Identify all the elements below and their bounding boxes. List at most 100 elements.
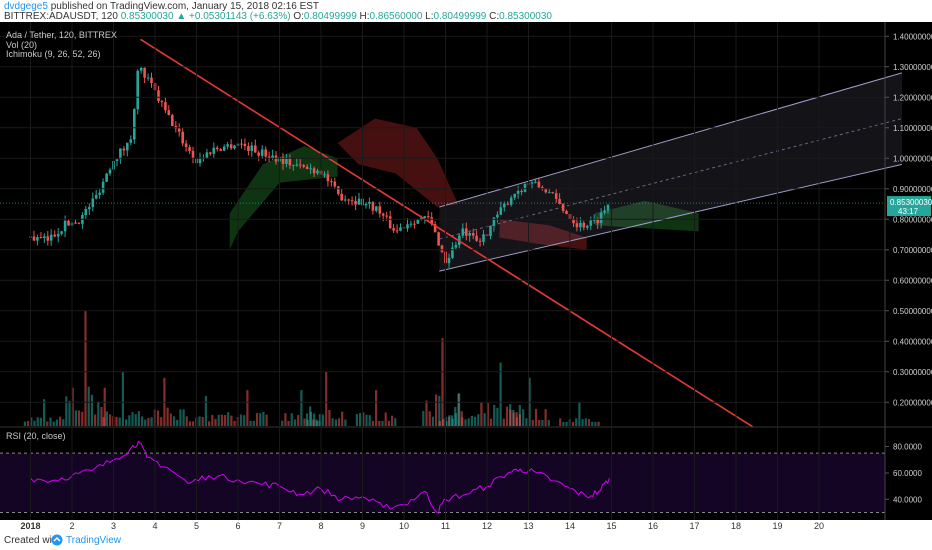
volume-bar	[230, 415, 233, 426]
volume-bar	[39, 417, 42, 426]
volume-bar	[312, 419, 315, 426]
volume-bar	[118, 417, 121, 426]
volume-bar	[188, 421, 191, 426]
volume-bar	[512, 412, 515, 426]
candle-body	[409, 223, 413, 225]
candle-body	[399, 227, 402, 231]
volume-bar	[166, 407, 169, 426]
candle-body	[381, 213, 385, 216]
volume-bar	[334, 419, 337, 426]
candle-body	[49, 234, 53, 241]
y-tick-label: 1.10000000	[893, 124, 932, 133]
y-tick-label: 1.40000000	[893, 32, 932, 41]
candle-body	[43, 236, 46, 238]
candle-body	[212, 147, 216, 154]
candle-body	[582, 222, 586, 228]
x-tick-label: 11	[441, 521, 450, 531]
rsi-indicator-label[interactable]: RSI (20, close)	[6, 431, 66, 441]
chart-canvas[interactable]: 2018 2 3 4 5 6 7 8 9 10 11 12 13 14 15 16 17 18 19 20 1.4000…	[0, 22, 932, 532]
candle-body	[395, 230, 399, 232]
volume-bar	[359, 412, 362, 426]
volume-bar	[134, 414, 137, 426]
candle-body	[548, 192, 551, 194]
candle-body	[350, 200, 354, 202]
channel-upper-line[interactable]	[439, 72, 903, 208]
candle-body	[378, 206, 382, 214]
volume-bar	[78, 410, 81, 426]
volume-bar	[562, 421, 565, 426]
volume-indicator-label[interactable]: Vol (20)	[6, 40, 38, 50]
tradingview-brand[interactable]: TradingView	[66, 535, 122, 546]
candle-body	[478, 240, 482, 242]
candle-body	[167, 110, 171, 116]
chart-title-overlay: Ada / Tether, 120, BITTREX	[6, 30, 117, 40]
volume-bar	[387, 420, 390, 426]
volume-bar	[581, 419, 584, 426]
volume-bar	[448, 415, 451, 426]
channel-lower-line[interactable]	[439, 163, 903, 272]
candle-body	[530, 182, 534, 184]
volume-bar	[224, 415, 227, 426]
ichimoku-indicator-label[interactable]: Ichimoku (9, 26, 52, 26)	[6, 49, 101, 59]
candle-body	[171, 115, 174, 126]
up-triangle-icon: ▲	[176, 11, 187, 22]
volume-bar	[59, 416, 62, 426]
y-tick-label: 1.00000000	[893, 154, 932, 163]
candle-body	[126, 142, 129, 151]
volume-bar	[391, 415, 394, 426]
candle-body	[39, 237, 43, 239]
volume-bar	[74, 410, 77, 426]
candle-body	[250, 145, 254, 151]
candle-body	[561, 204, 565, 211]
candle-body	[146, 77, 150, 79]
published-text: published on TradingView.com, January 15…	[50, 1, 320, 12]
candle-body	[440, 245, 444, 252]
volume-bar	[531, 419, 534, 426]
volume-bar	[384, 412, 387, 426]
countdown-label: 43:17	[898, 207, 919, 216]
candle-body	[468, 233, 471, 236]
volume-bar	[115, 417, 118, 426]
volume-bar	[355, 413, 358, 426]
rsi-pane[interactable]	[0, 440, 885, 515]
candle-body	[312, 168, 316, 174]
candle-body	[323, 174, 326, 176]
volume-bar	[584, 418, 587, 426]
candle-body	[298, 164, 302, 166]
candle-body	[589, 220, 593, 226]
candle-body	[592, 219, 596, 221]
volume-bar	[371, 420, 374, 426]
volume-bar	[81, 411, 84, 426]
volume-bar	[538, 419, 541, 426]
volume-bar	[27, 421, 30, 426]
candle-body	[139, 67, 143, 71]
candle-body	[330, 181, 333, 183]
candle-body	[74, 222, 77, 224]
volume-bar	[281, 420, 284, 426]
last-price-label: 0.85300030	[890, 198, 932, 207]
volume-bar	[378, 420, 381, 426]
candle-body	[36, 237, 39, 241]
volume-bar	[160, 417, 163, 426]
volume-bar	[150, 417, 153, 426]
volume-bar	[68, 400, 71, 426]
candle-body	[267, 156, 271, 159]
volume-bar	[575, 418, 578, 426]
volume-bar	[55, 419, 58, 426]
volume-bar	[265, 414, 268, 426]
volume-bar	[128, 415, 131, 426]
candle-body	[264, 149, 267, 157]
descending-trendline[interactable]	[140, 38, 754, 428]
candle-body	[67, 220, 70, 226]
candle-body	[388, 216, 392, 228]
x-tick-label: 6	[235, 521, 240, 531]
volume-bar	[344, 419, 347, 426]
x-tick-label: 19	[772, 521, 782, 531]
volume-bar	[239, 414, 243, 426]
volume-bar	[303, 418, 306, 426]
author-username[interactable]: dvdgege5	[4, 1, 48, 12]
candle-body	[288, 158, 292, 166]
y-tick-label: 0.70000000	[893, 246, 932, 255]
x-tick-label: 10	[399, 521, 409, 531]
volume-bar	[435, 394, 438, 426]
